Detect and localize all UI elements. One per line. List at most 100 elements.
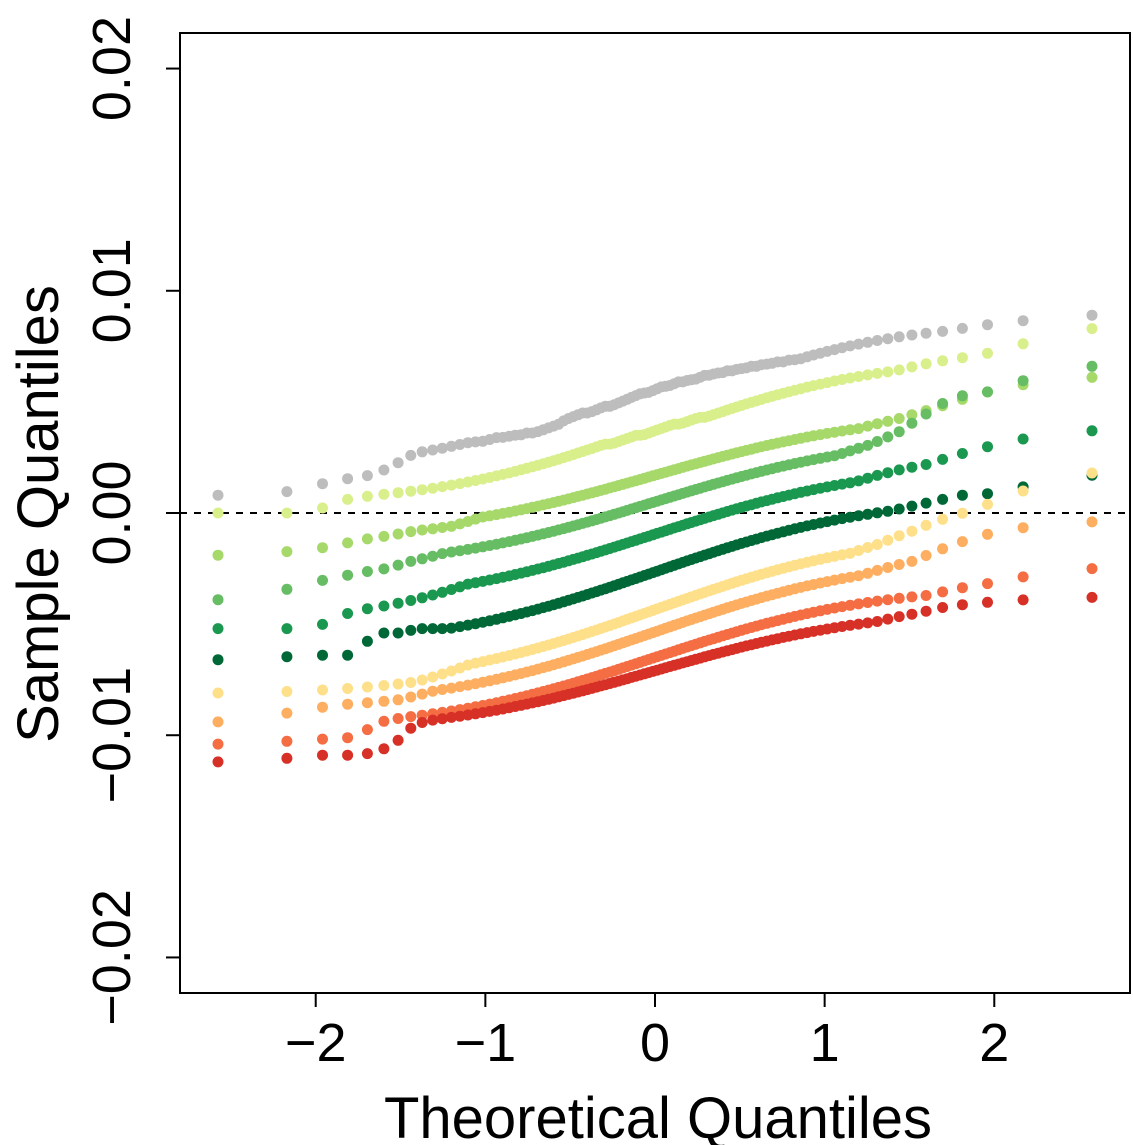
data-point <box>893 592 905 604</box>
data-point <box>212 687 224 699</box>
data-point <box>844 547 856 559</box>
x-tick-label: 2 <box>979 1013 1009 1073</box>
data-point <box>281 686 293 697</box>
data-point <box>937 602 949 613</box>
data-point <box>862 439 874 451</box>
series-8 <box>212 516 1098 728</box>
data-point <box>882 613 894 625</box>
data-point <box>906 461 918 473</box>
data-point <box>378 563 390 575</box>
data-point <box>853 371 865 382</box>
data-point <box>853 338 865 350</box>
y-axis-label: Sample Quantiles <box>6 285 71 743</box>
series-9 <box>212 563 1098 750</box>
data-point <box>445 520 457 532</box>
data-point <box>378 680 390 691</box>
data-point <box>281 583 293 595</box>
data-point <box>392 487 404 499</box>
data-point <box>844 477 856 489</box>
data-point <box>392 457 404 469</box>
data-point <box>405 711 417 723</box>
y-tick-label: −0.02 <box>82 889 142 1026</box>
data-point <box>871 564 883 576</box>
data-point <box>405 677 417 688</box>
data-point <box>956 582 968 594</box>
data-point <box>378 627 390 639</box>
data-point <box>212 623 224 635</box>
data-point <box>361 603 373 615</box>
data-point <box>416 674 428 686</box>
data-point <box>982 596 993 608</box>
data-point <box>1017 594 1029 606</box>
data-point <box>1017 571 1029 583</box>
data-point <box>416 524 428 536</box>
data-point <box>862 508 874 520</box>
data-point <box>956 507 968 519</box>
data-point <box>317 701 328 713</box>
x-axis: −2 −1 0 1 2 <box>285 993 1009 1073</box>
data-point <box>956 322 968 334</box>
data-point <box>445 440 457 452</box>
data-point <box>378 715 390 727</box>
data-point <box>893 503 905 515</box>
data-point <box>212 594 224 606</box>
x-tick-label: −1 <box>455 1013 517 1073</box>
data-point <box>882 534 894 546</box>
data-point <box>212 489 224 501</box>
data-point <box>361 566 373 577</box>
data-point <box>317 542 328 554</box>
data-point <box>361 635 373 647</box>
series-1 <box>212 309 1098 501</box>
series-10 <box>212 591 1098 768</box>
data-point <box>920 459 932 470</box>
data-point <box>1017 522 1029 534</box>
data-point <box>893 426 905 438</box>
data-point <box>361 724 373 736</box>
data-point <box>436 586 448 598</box>
data-point <box>1017 433 1029 445</box>
data-point <box>920 497 932 509</box>
data-point <box>882 467 894 479</box>
data-point <box>392 734 404 746</box>
data-point <box>317 733 328 745</box>
data-point <box>920 327 932 339</box>
data-point <box>361 697 373 709</box>
data-point <box>342 493 354 505</box>
data-point <box>405 722 417 734</box>
x-tick-label: 1 <box>810 1013 840 1073</box>
data-point <box>871 436 883 447</box>
data-point <box>427 685 439 697</box>
data-point <box>342 473 354 485</box>
data-point <box>844 372 856 384</box>
data-point <box>844 445 856 457</box>
data-point <box>416 623 428 635</box>
data-point <box>1086 467 1098 479</box>
data-point <box>853 545 865 556</box>
data-point <box>281 546 293 558</box>
data-point <box>920 550 932 561</box>
data-point <box>342 683 354 694</box>
data-point <box>906 525 918 537</box>
data-point <box>937 513 949 525</box>
data-point <box>342 608 354 619</box>
data-point <box>405 624 417 636</box>
data-point <box>392 627 404 639</box>
data-point <box>871 418 883 430</box>
data-point <box>893 464 905 476</box>
data-point <box>281 707 293 719</box>
data-point <box>893 611 905 623</box>
data-point <box>392 678 404 690</box>
data-point <box>956 448 968 459</box>
data-point <box>893 413 905 424</box>
data-point <box>342 749 354 761</box>
data-point <box>982 347 993 359</box>
data-point <box>853 598 865 610</box>
data-point <box>405 691 417 703</box>
data-point <box>853 570 865 582</box>
data-point <box>378 464 390 476</box>
data-point <box>416 717 428 728</box>
data-point <box>281 752 293 764</box>
data-point <box>281 623 293 635</box>
data-point <box>982 498 993 510</box>
data-point <box>1017 375 1029 387</box>
